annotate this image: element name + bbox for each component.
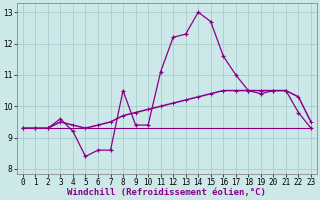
X-axis label: Windchill (Refroidissement éolien,°C): Windchill (Refroidissement éolien,°C) — [68, 188, 266, 197]
